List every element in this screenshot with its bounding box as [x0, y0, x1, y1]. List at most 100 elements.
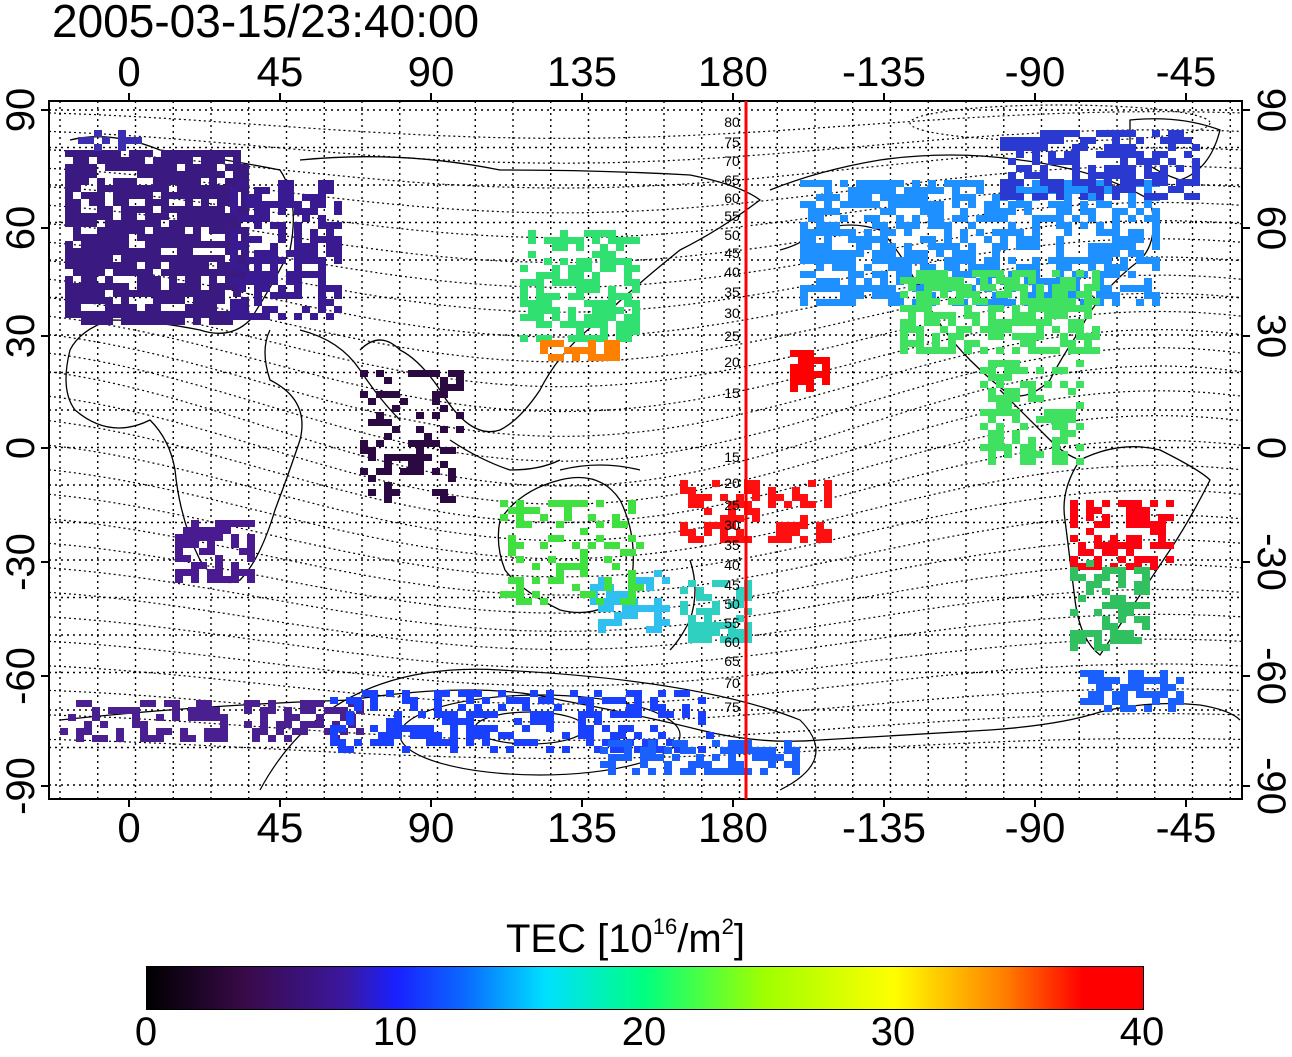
- tec-cell: [153, 213, 161, 220]
- tec-cell: [600, 251, 608, 258]
- tec-cell: [1084, 312, 1092, 319]
- tec-cell: [1060, 277, 1068, 284]
- tec-cell: [1092, 347, 1100, 354]
- tec-cell: [540, 542, 548, 549]
- tec-cell: [225, 192, 233, 199]
- tec-cell: [768, 487, 776, 494]
- tec-cell: [538, 711, 546, 718]
- tec-cell: [278, 187, 286, 194]
- tec-cell: [137, 311, 145, 318]
- tec-cell: [928, 187, 936, 194]
- tec-cell: [392, 391, 400, 398]
- tec-cell: [1020, 284, 1028, 291]
- tec-cell: [121, 164, 129, 171]
- tec-cell: [500, 500, 508, 507]
- tec-cell: [956, 277, 964, 284]
- tec-cell: [712, 522, 720, 529]
- tec-cell: [706, 732, 714, 739]
- tec-cell: [624, 293, 632, 300]
- tec-cell: [564, 514, 572, 521]
- tec-cell: [1112, 264, 1120, 271]
- tec-cell: [728, 636, 736, 643]
- tec-cell: [89, 262, 97, 269]
- tec-cell: [1184, 151, 1192, 158]
- tec-cell: [1096, 698, 1104, 705]
- tec-cell: [1060, 381, 1068, 388]
- tec-cell: [153, 297, 161, 304]
- tec-cell: [360, 370, 368, 377]
- tec-cell: [816, 222, 824, 229]
- tec-cell: [1120, 236, 1128, 243]
- tec-cell: [1044, 319, 1052, 326]
- tec-cell: [193, 164, 201, 171]
- tec-cell: [140, 721, 148, 728]
- tec-cell: [201, 157, 209, 164]
- tec-cell: [936, 215, 944, 222]
- tec-cell: [952, 271, 960, 278]
- tec-cell: [736, 501, 744, 508]
- tec-cell: [432, 391, 440, 398]
- tec-cell: [121, 297, 129, 304]
- tec-cell: [996, 291, 1004, 298]
- tec-cell: [145, 220, 153, 227]
- tec-cell: [544, 258, 552, 265]
- tec-cell: [648, 747, 656, 754]
- tec-cell: [434, 739, 442, 746]
- tec-cell: [634, 690, 642, 697]
- tec-cell: [1016, 243, 1024, 250]
- tec-cell: [544, 272, 552, 279]
- tec-cell: [530, 718, 538, 725]
- tec-cell: [121, 199, 129, 206]
- tec-cell: [416, 447, 424, 454]
- tec-cell: [207, 534, 215, 541]
- tec-cell: [278, 222, 286, 229]
- tec-cell: [808, 236, 816, 243]
- tec-cell: [113, 241, 121, 248]
- tec-cell: [696, 608, 704, 615]
- tec-cell: [612, 521, 620, 528]
- tec-cell: [244, 721, 252, 728]
- tec-cell: [185, 248, 193, 255]
- tec-cell: [1028, 340, 1036, 347]
- tec-cell: [606, 605, 614, 612]
- tick-mark: [581, 799, 583, 807]
- tec-cell: [308, 700, 316, 707]
- tec-cell: [980, 409, 988, 416]
- tec-cell: [129, 178, 137, 185]
- tec-cell: [164, 700, 172, 707]
- tec-cell: [330, 725, 338, 732]
- tec-cell: [217, 213, 225, 220]
- tec-cell: [73, 171, 81, 178]
- tec-cell: [137, 318, 145, 325]
- tec-cell: [1192, 144, 1200, 151]
- tec-cell: [936, 243, 944, 250]
- tec-cell: [185, 185, 193, 192]
- tec-cell: [1036, 305, 1044, 312]
- tec-cell: [576, 279, 584, 286]
- tec-cell: [191, 576, 199, 583]
- tec-cell: [808, 271, 816, 278]
- tec-cell: [712, 480, 720, 487]
- tec-cell: [286, 250, 294, 257]
- tec-cell: [608, 307, 616, 314]
- tec-cell: [696, 622, 704, 629]
- tec-cell: [254, 215, 262, 222]
- tec-cell: [592, 230, 600, 237]
- tec-cell: [908, 340, 916, 347]
- tec-cell: [129, 213, 137, 220]
- tec-cell: [632, 279, 640, 286]
- tec-cell: [616, 293, 624, 300]
- tec-cell: [822, 371, 830, 378]
- tec-cell: [800, 236, 808, 243]
- tec-cell: [318, 299, 326, 306]
- tec-cell: [292, 714, 300, 721]
- tec-cell: [736, 587, 744, 594]
- tec-cell: [156, 735, 164, 742]
- tec-cell: [608, 293, 616, 300]
- tec-cell: [888, 180, 896, 187]
- tec-cell: [656, 754, 664, 761]
- tec-cell: [1134, 563, 1142, 570]
- tec-cell: [368, 489, 376, 496]
- tec-cell: [840, 201, 848, 208]
- tec-cell: [145, 255, 153, 262]
